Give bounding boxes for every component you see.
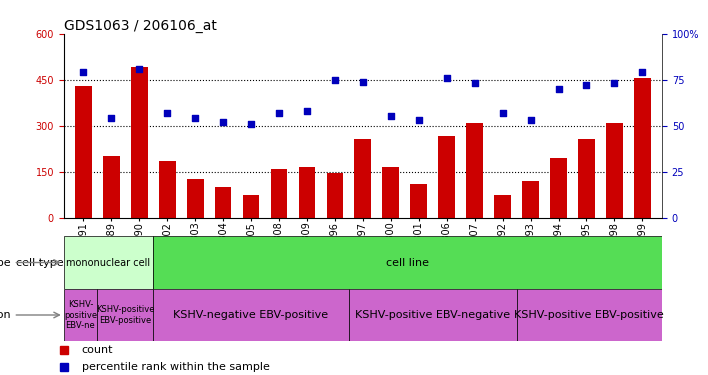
Point	[469, 80, 480, 86]
Bar	[75, 86, 91, 218]
Text: GDS1063 / 206106_at: GDS1063 / 206106_at	[64, 19, 217, 33]
Point	[78, 69, 89, 75]
Bar	[64, 236, 153, 289]
Point	[273, 110, 285, 116]
Point	[246, 121, 257, 127]
Point	[105, 115, 117, 121]
Point	[636, 69, 648, 75]
Point	[525, 117, 536, 123]
Bar	[187, 179, 203, 218]
Bar	[349, 289, 517, 341]
Text: percentile rank within the sample: percentile rank within the sample	[81, 362, 270, 372]
Text: infection: infection	[0, 310, 11, 320]
Bar	[634, 78, 651, 218]
Text: KSHV-positive EBV-positive: KSHV-positive EBV-positive	[515, 310, 664, 320]
Bar	[494, 195, 511, 217]
Text: KSHV-positive
EBV-positive: KSHV-positive EBV-positive	[96, 305, 154, 325]
Point	[161, 110, 173, 116]
Bar	[299, 167, 315, 218]
Point	[441, 75, 452, 81]
Text: KSHV-negative EBV-positive: KSHV-negative EBV-positive	[173, 310, 329, 320]
Point	[190, 115, 201, 121]
Bar	[355, 140, 371, 218]
Bar	[606, 123, 623, 218]
Bar	[243, 195, 259, 217]
Text: mononuclear cell: mononuclear cell	[67, 258, 151, 267]
Point	[217, 119, 229, 125]
Text: cell line: cell line	[386, 258, 429, 267]
Text: cell type: cell type	[0, 258, 11, 267]
Point	[302, 108, 313, 114]
Bar	[153, 236, 662, 289]
Bar	[523, 181, 539, 218]
Point	[581, 82, 592, 88]
Bar	[131, 68, 147, 218]
Bar	[215, 187, 232, 218]
Text: cell type: cell type	[16, 258, 63, 267]
Bar	[97, 289, 153, 341]
Point	[134, 66, 145, 72]
Point	[609, 80, 620, 86]
Bar	[550, 158, 567, 218]
Text: KSHV-
positive
EBV-ne: KSHV- positive EBV-ne	[64, 300, 97, 330]
Point	[329, 77, 341, 83]
Text: count: count	[81, 345, 113, 355]
Point	[357, 78, 368, 84]
Point	[553, 86, 564, 92]
Point	[385, 113, 396, 119]
Point	[413, 117, 424, 123]
Bar	[517, 289, 662, 341]
Bar	[103, 156, 120, 218]
Bar	[326, 173, 343, 217]
Bar	[159, 161, 176, 218]
Bar	[467, 123, 483, 218]
Point	[497, 110, 508, 116]
Bar	[153, 289, 349, 341]
Bar	[438, 136, 455, 218]
Bar	[64, 289, 97, 341]
Bar	[382, 167, 399, 218]
Text: KSHV-positive EBV-negative: KSHV-positive EBV-negative	[355, 310, 510, 320]
Bar	[578, 140, 595, 218]
Bar	[411, 184, 427, 218]
Bar	[270, 168, 287, 217]
